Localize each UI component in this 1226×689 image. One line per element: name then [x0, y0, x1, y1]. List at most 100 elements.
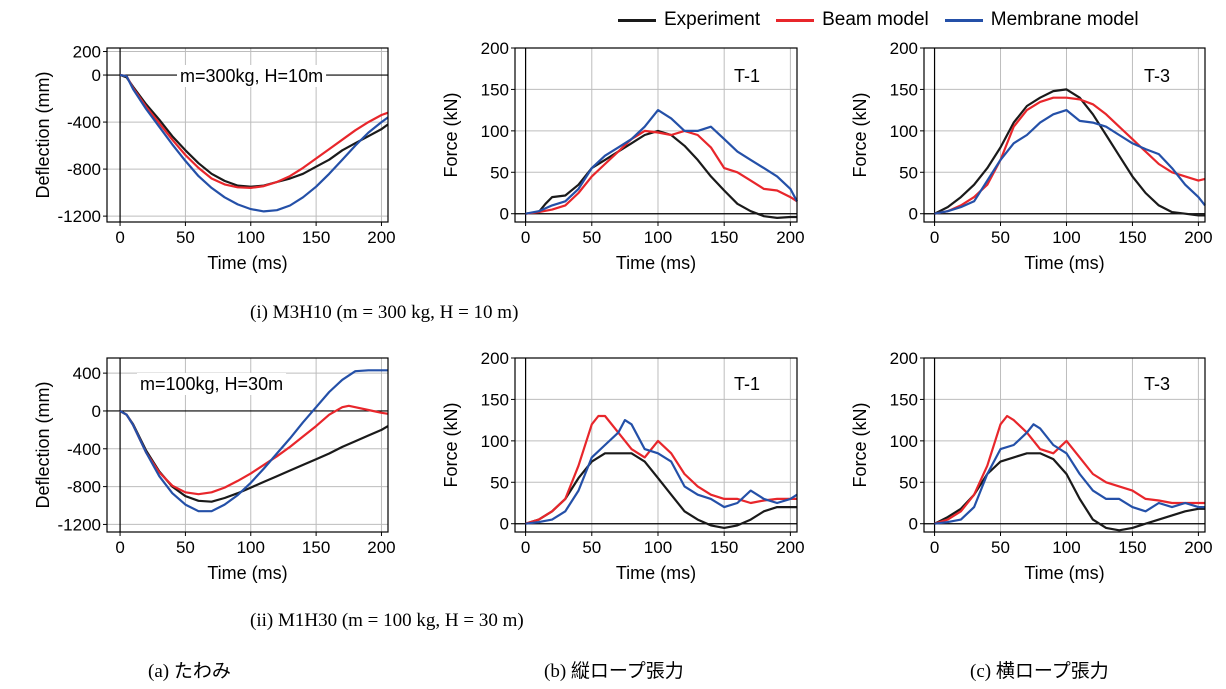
y-axis-label: Deflection (mm) — [33, 381, 53, 508]
y-tick-label: -400 — [67, 113, 101, 132]
y-tick-label: 50 — [899, 163, 918, 182]
series-line-experiment — [934, 88, 1205, 217]
y-tick-label: 200 — [73, 43, 101, 62]
y-tick-label: -1200 — [58, 515, 101, 534]
y-tick-label: 200 — [890, 39, 918, 58]
x-tick-label: 150 — [1118, 228, 1146, 247]
chart-m1h30-t3: 0 50 100 150 200 0 50 100 150 200 Time (ms) Force (… — [850, 349, 1213, 583]
y-tick-label: 200 — [890, 349, 918, 368]
panel-annotation: T-3 — [1144, 374, 1170, 394]
series-line-membrane-model — [934, 108, 1206, 215]
x-tick-label: 200 — [776, 228, 804, 247]
legend: Experiment Beam model Membrane model — [618, 2, 1139, 38]
x-tick-label: 50 — [176, 538, 195, 557]
caption-col-a: (a) たわみ — [148, 661, 231, 682]
series-line-experiment — [934, 452, 1205, 532]
x-tick-label: 50 — [176, 228, 195, 247]
series-line-membrane-model — [525, 108, 798, 215]
series-line-beam-model — [934, 414, 1205, 525]
y-tick-label: 100 — [890, 432, 918, 451]
y-tick-label: -800 — [67, 478, 101, 497]
y-tick-label: 150 — [481, 390, 509, 409]
series-line-membrane-model — [525, 419, 798, 525]
plot-frame — [514, 47, 798, 223]
y-axis-label: Force (kN) — [850, 403, 870, 488]
annotation-background — [730, 373, 763, 395]
series-line-beam-model — [525, 414, 797, 525]
y-tick-label: 0 — [500, 205, 509, 224]
x-axis-label: Time (ms) — [616, 253, 696, 273]
x-tick-label: 150 — [1118, 538, 1146, 557]
series-line-experiment — [119, 73, 389, 188]
y-tick-label: 100 — [481, 122, 509, 141]
caption-row1: (i) M3H10 (m = 300 kg, H = 10 m) — [250, 302, 519, 323]
x-tick-label: 200 — [367, 228, 395, 247]
x-tick-label: 0 — [115, 538, 124, 557]
panel-annotation: T-1 — [734, 374, 760, 394]
x-tick-label: 50 — [991, 228, 1010, 247]
legend-item-experiment: Experiment — [618, 9, 760, 31]
y-tick-label: 50 — [490, 473, 509, 492]
series-line-experiment — [525, 129, 797, 219]
plot-frame — [106, 47, 389, 223]
plot-frame — [514, 357, 798, 533]
x-tick-label: 200 — [1184, 538, 1212, 557]
plot-frame — [106, 357, 389, 533]
series-line-beam-model — [119, 404, 389, 496]
x-tick-label: 100 — [1052, 538, 1080, 557]
x-tick-label: 150 — [710, 538, 738, 557]
y-tick-label: -400 — [67, 440, 101, 459]
series-line-experiment — [525, 452, 797, 530]
y-tick-label: 150 — [890, 390, 918, 409]
x-tick-label: 100 — [644, 228, 672, 247]
x-tick-label: 100 — [644, 538, 672, 557]
annotation-background — [730, 65, 763, 87]
y-tick-label: 0 — [500, 515, 509, 534]
chart-m3h10-t3: 0 50 100 150 200 0 50 100 150 200 Time (ms) Force (… — [850, 39, 1213, 273]
x-tick-label: 0 — [521, 228, 530, 247]
x-axis-label: Time (ms) — [1024, 563, 1104, 583]
x-tick-label: 200 — [1184, 228, 1212, 247]
x-tick-label: 0 — [930, 228, 939, 247]
chart-m3h10-t1: 0 50 100 150 200 0 50 100 150 200 Time (ms) Force (… — [441, 39, 805, 273]
plot-frame — [923, 357, 1206, 533]
y-tick-label: -1200 — [58, 207, 101, 226]
y-axis-label: Deflection (mm) — [33, 71, 53, 198]
caption-row2: (ii) M1H30 (m = 100 kg, H = 30 m) — [250, 610, 524, 631]
panel-annotation: m=300kg, H=10m — [180, 66, 323, 86]
x-tick-label: 50 — [991, 538, 1010, 557]
y-tick-label: 150 — [890, 80, 918, 99]
legend-label-membrane-model: Membrane model — [990, 9, 1139, 30]
panel-annotation: T-3 — [1144, 66, 1170, 86]
y-tick-label: 200 — [481, 39, 509, 58]
x-axis-label: Time (ms) — [616, 563, 696, 583]
y-tick-label: 0 — [92, 402, 101, 421]
x-tick-label: 150 — [710, 228, 738, 247]
x-tick-label: 0 — [115, 228, 124, 247]
chart-m3h10-deflection: 0 50 100 150 200 -1200 -800 -400 0 200 Time (ms) De… — [33, 43, 396, 273]
y-tick-label: 150 — [481, 80, 509, 99]
y-tick-label: -800 — [67, 160, 101, 179]
x-tick-label: 100 — [237, 228, 265, 247]
y-tick-label: 0 — [909, 515, 918, 534]
chart-m1h30-deflection: 0 50 100 150 200 -1200 -800 -400 0 400 Time (ms) De… — [33, 357, 396, 583]
caption-col-c: (c) 横ロープ張力 — [970, 661, 1109, 682]
x-tick-label: 50 — [582, 538, 601, 557]
x-tick-label: 150 — [302, 538, 330, 557]
series-line-membrane-model — [934, 423, 1205, 525]
plot-frame — [923, 47, 1206, 223]
series-line-experiment — [119, 410, 389, 503]
series-line-membrane-model — [119, 73, 389, 213]
y-axis-label: Force (kN) — [850, 93, 870, 178]
legend-label-experiment: Experiment — [664, 9, 761, 30]
y-tick-label: 0 — [92, 66, 101, 85]
x-tick-label: 200 — [367, 538, 395, 557]
y-tick-label: 200 — [481, 349, 509, 368]
y-axis-label: Force (kN) — [441, 403, 461, 488]
x-tick-label: 50 — [582, 228, 601, 247]
y-tick-label: 0 — [909, 205, 918, 224]
x-tick-label: 150 — [302, 228, 330, 247]
x-axis-label: Time (ms) — [1024, 253, 1104, 273]
chart-m1h30-t1: 0 50 100 150 200 0 50 100 150 200 Time (ms) Force (… — [441, 349, 805, 583]
annotation-background — [1140, 65, 1173, 87]
